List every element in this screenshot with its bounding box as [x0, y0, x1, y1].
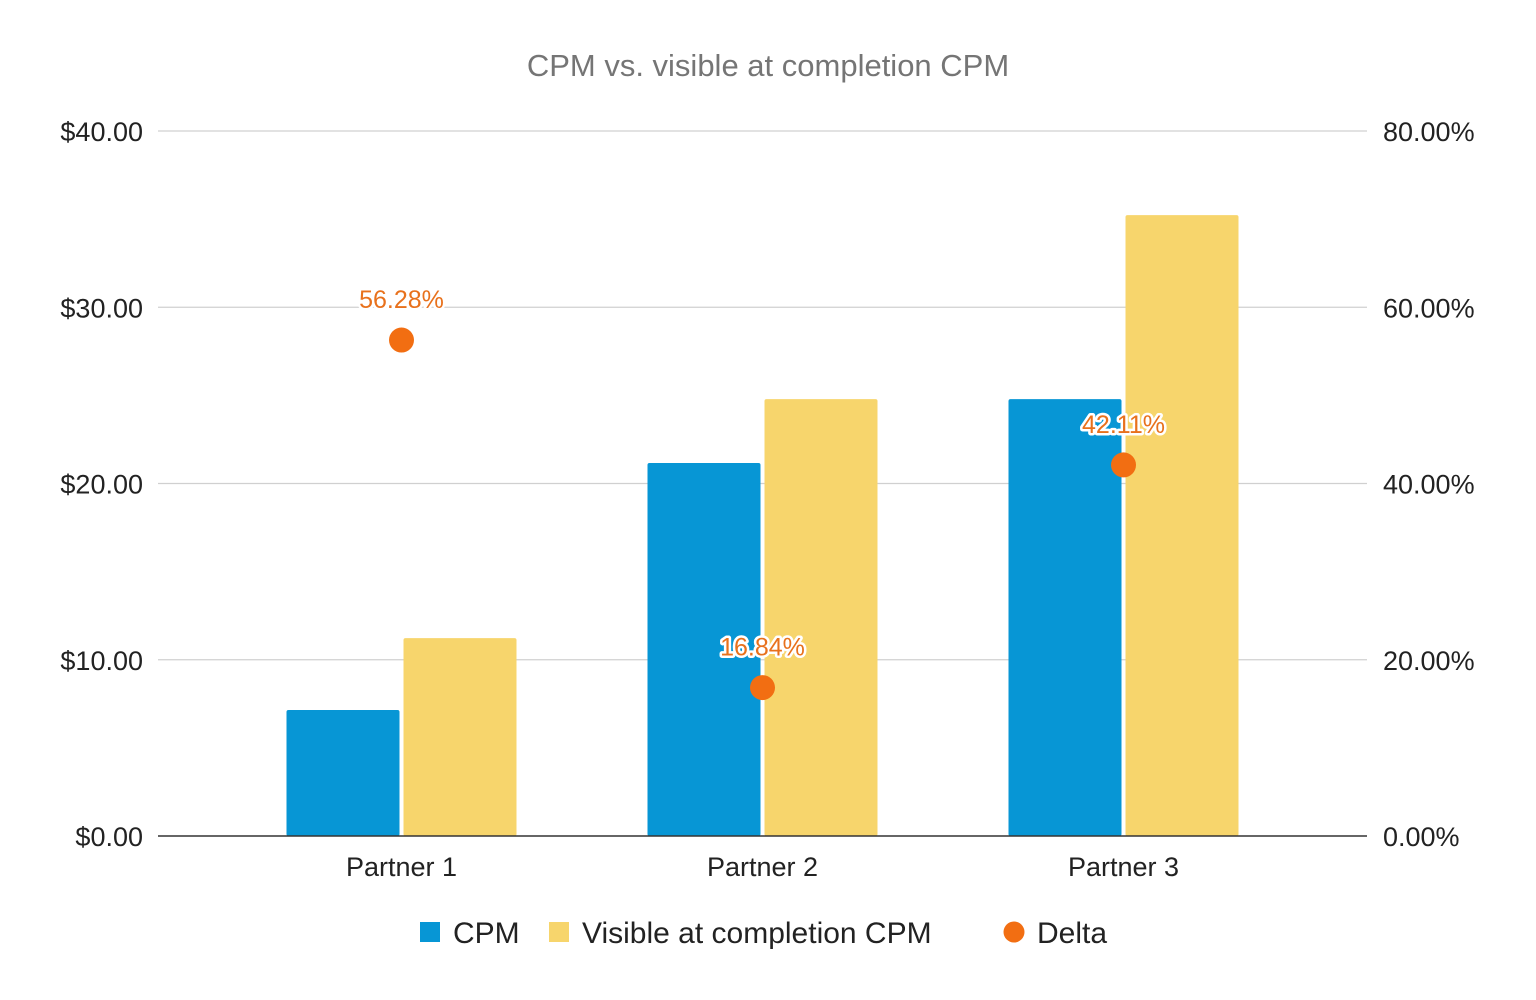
- legend: CPM Visible at completion CPM Delta: [420, 917, 1107, 950]
- bar-visible-cpm: [764, 399, 878, 836]
- x-axis-labels: Partner 1 Partner 2 Partner 3: [346, 852, 1179, 882]
- y-left-tick-label: $40.00: [60, 117, 143, 147]
- legend-label-cpm: CPM: [453, 917, 520, 950]
- bar-visible-cpm: [1125, 215, 1239, 837]
- legend-swatch-delta: [1003, 921, 1025, 943]
- y-axis-right: 0.00% 20.00% 40.00% 60.00% 80.00%: [1383, 117, 1475, 852]
- bars: [286, 215, 1239, 837]
- delta-data-label: 42.11%: [1082, 411, 1165, 439]
- y-right-tick-label: 80.00%: [1383, 117, 1475, 147]
- delta-data-label: 16.84%: [720, 634, 805, 662]
- y-left-tick-label: $10.00: [60, 646, 143, 676]
- delta-points: 56.28% 16.84% 42.11%: [357, 284, 1167, 701]
- y-left-tick-label: $20.00: [60, 470, 143, 500]
- bar-visible-cpm: [403, 638, 517, 836]
- x-tick-label: Partner 2: [707, 852, 818, 882]
- x-tick-label: Partner 1: [346, 852, 457, 882]
- legend-label-delta: Delta: [1037, 917, 1107, 950]
- x-tick-label: Partner 3: [1068, 852, 1179, 882]
- y-axis-left: $0.00 $10.00 $20.00 $30.00 $40.00: [60, 117, 143, 852]
- legend-swatch-visible-cpm: [549, 922, 569, 942]
- y-left-tick-label: $30.00: [60, 293, 143, 323]
- delta-point: [750, 675, 775, 701]
- y-right-tick-label: 0.00%: [1383, 822, 1460, 852]
- y-right-tick-label: 60.00%: [1383, 293, 1475, 323]
- chart-title: CPM vs. visible at completion CPM: [527, 48, 1009, 83]
- delta-point: [389, 327, 414, 353]
- bar-cpm: [1008, 399, 1122, 836]
- legend-swatch-cpm: [420, 922, 440, 942]
- delta-point: [1111, 452, 1136, 478]
- y-right-tick-label: 20.00%: [1383, 646, 1475, 676]
- y-left-tick-label: $0.00: [75, 822, 143, 852]
- bar-cpm: [647, 463, 761, 836]
- y-right-tick-label: 40.00%: [1383, 470, 1475, 500]
- delta-data-label: 56.28%: [359, 286, 444, 314]
- bar-cpm: [286, 709, 400, 836]
- legend-label-visible-cpm: Visible at completion CPM: [582, 917, 932, 950]
